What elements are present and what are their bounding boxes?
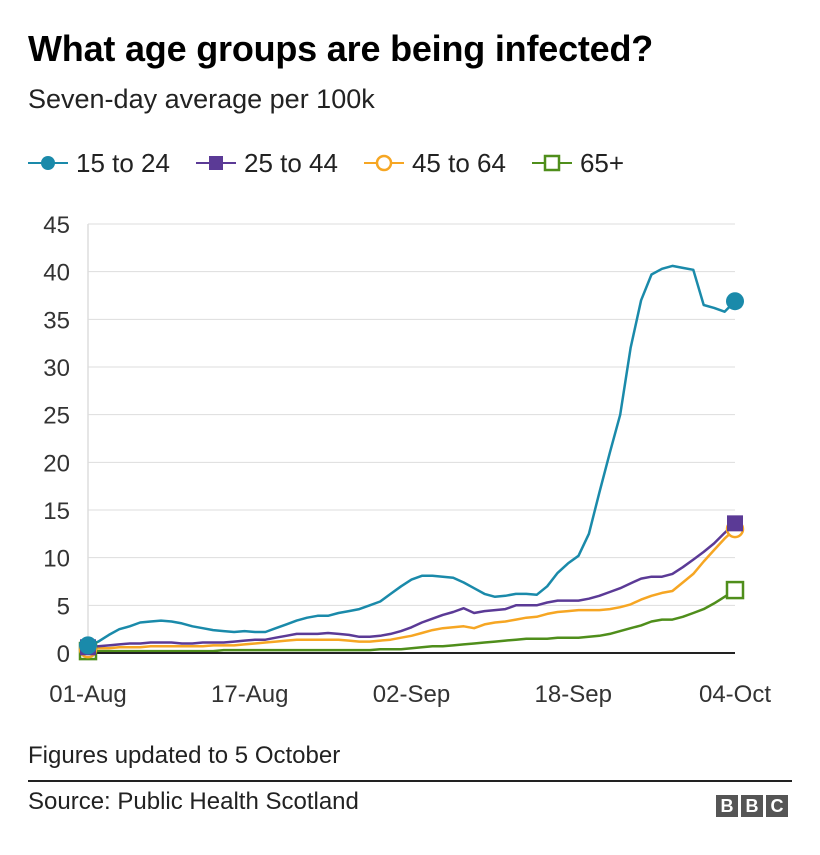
legend-label-25-to-44: 25 to 44 bbox=[243, 147, 338, 178]
bbc-logo: B B C bbox=[713, 795, 788, 817]
x-tick-label: 18-Sep bbox=[535, 681, 612, 708]
legend-label-65-plus: 65+ bbox=[579, 147, 625, 178]
chart-legend: 15 to 24 25 to 44 45 to 64 65+ bbox=[28, 146, 650, 180]
x-tick-label: 01-Aug bbox=[49, 681, 126, 708]
series-line-45-to-64 bbox=[87, 528, 736, 651]
bbc-logo-letter: B bbox=[716, 795, 738, 817]
x-tick-label: 02-Sep bbox=[373, 681, 450, 708]
legend-open-circle-icon bbox=[363, 154, 404, 172]
y-tick-label: 5 bbox=[57, 593, 70, 620]
footnote: Figures updated to 5 October bbox=[28, 742, 341, 769]
x-tick-label: 04-Oct bbox=[699, 681, 771, 708]
series-marker-15-to-24 bbox=[726, 292, 744, 311]
legend-label-45-to-64: 45 to 64 bbox=[411, 147, 506, 178]
footer-divider bbox=[28, 780, 792, 782]
chart-title: What age groups are being infected? bbox=[28, 28, 654, 69]
legend-open-square-icon bbox=[531, 154, 572, 172]
y-tick-label: 15 bbox=[43, 498, 70, 525]
series-marker-25-to-44 bbox=[727, 515, 743, 532]
y-tick-label: 0 bbox=[57, 641, 70, 668]
series-line-25-to-44 bbox=[87, 522, 736, 649]
series-marker-15-to-24 bbox=[79, 636, 97, 655]
legend-filled-circle-icon bbox=[28, 156, 68, 170]
legend-item-15-to-24: 15 to 24 bbox=[28, 148, 170, 179]
y-tick-label: 40 bbox=[43, 260, 70, 287]
chart-subtitle: Seven-day average per 100k bbox=[28, 84, 375, 114]
legend-item-25-to-44: 25 to 44 bbox=[195, 147, 338, 179]
series-marker-65- bbox=[725, 580, 745, 600]
legend-label-15-to-24: 15 to 24 bbox=[76, 147, 170, 178]
legend-item-45-to-64: 45 to 64 bbox=[363, 147, 506, 179]
y-tick-label: 20 bbox=[43, 450, 70, 477]
y-tick-label: 25 bbox=[43, 403, 70, 430]
y-tick-label: 45 bbox=[43, 212, 70, 239]
legend-item-65-plus: 65+ bbox=[531, 147, 625, 179]
y-tick-label: 35 bbox=[43, 307, 70, 334]
x-tick-label: 17-Aug bbox=[211, 681, 288, 708]
line-chart: 0 5 10 15 20 25 30 35 40 45 01-Aug 17-Aug 02-Sep 18-S… bbox=[43, 212, 771, 708]
legend-filled-square-icon bbox=[195, 156, 236, 170]
series-line-65- bbox=[88, 589, 736, 653]
y-tick-label: 10 bbox=[43, 546, 70, 573]
bbc-logo-letter: B bbox=[741, 795, 763, 817]
series-line-15-to-24 bbox=[87, 264, 736, 647]
bbc-logo-letter: C bbox=[766, 795, 788, 817]
y-tick-label: 30 bbox=[43, 355, 70, 382]
source-text: Source: Public Health Scotland bbox=[28, 788, 359, 815]
